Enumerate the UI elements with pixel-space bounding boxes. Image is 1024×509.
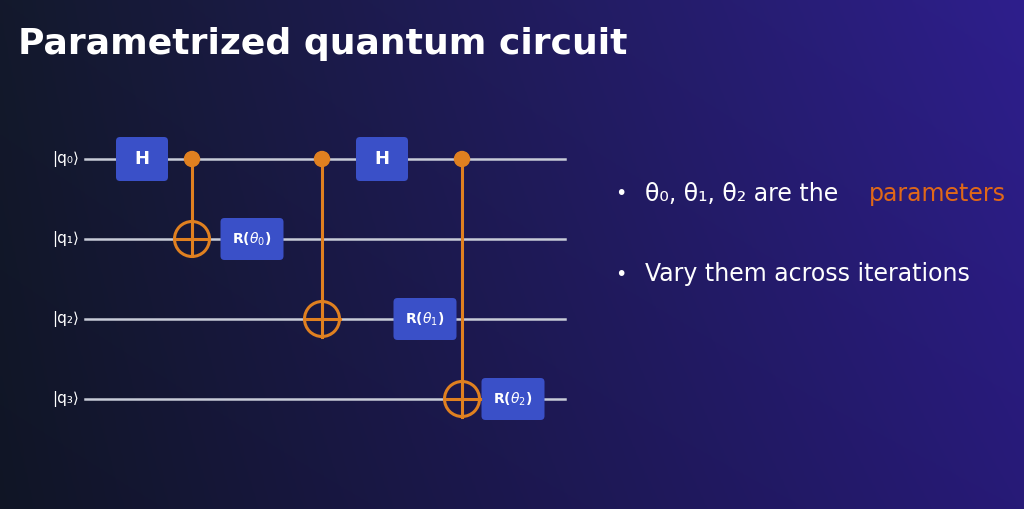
- Text: •: •: [615, 265, 627, 284]
- Text: θ₀, θ₁, θ₂ are the: θ₀, θ₁, θ₂ are the: [645, 182, 846, 206]
- FancyBboxPatch shape: [356, 137, 408, 181]
- FancyBboxPatch shape: [220, 218, 284, 260]
- Text: |q₀⟩: |q₀⟩: [52, 151, 79, 167]
- Text: Vary them across iterations: Vary them across iterations: [645, 262, 970, 286]
- Text: |q₂⟩: |q₂⟩: [52, 311, 79, 327]
- Text: |q₃⟩: |q₃⟩: [52, 391, 79, 407]
- Text: parameters: parameters: [869, 182, 1007, 206]
- Circle shape: [184, 152, 200, 166]
- FancyBboxPatch shape: [116, 137, 168, 181]
- Circle shape: [455, 152, 469, 166]
- FancyBboxPatch shape: [481, 378, 545, 420]
- Text: •: •: [615, 184, 627, 204]
- Circle shape: [314, 152, 330, 166]
- Text: R($\theta_1$): R($\theta_1$): [406, 310, 444, 328]
- Text: H: H: [134, 150, 150, 168]
- Text: R($\theta_0$): R($\theta_0$): [232, 230, 271, 248]
- Text: H: H: [375, 150, 389, 168]
- Text: Parametrized quantum circuit: Parametrized quantum circuit: [18, 27, 628, 61]
- Text: |q₁⟩: |q₁⟩: [52, 231, 79, 247]
- FancyBboxPatch shape: [393, 298, 457, 340]
- Text: R($\theta_2$): R($\theta_2$): [494, 390, 532, 408]
